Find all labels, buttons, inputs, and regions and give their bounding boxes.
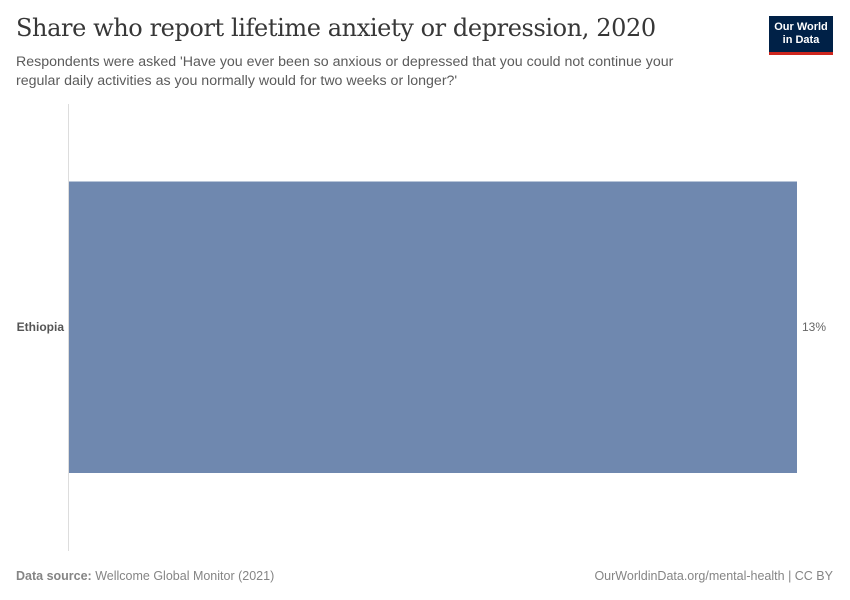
source-url[interactable]: OurWorldinData.org/mental-health | CC BY (594, 569, 833, 583)
bar-highlight-edge (69, 181, 797, 182)
data-source: Data source: Wellcome Global Monitor (20… (16, 569, 274, 583)
chart-subtitle: Respondents were asked 'Have you ever be… (16, 54, 674, 89)
category-label: Ethiopia (16, 320, 64, 334)
data-source-text[interactable]: Wellcome Global Monitor (2021) (95, 569, 275, 583)
bar-ethiopia[interactable] (69, 182, 797, 473)
y-axis-line (68, 104, 69, 551)
value-label: 13% (802, 320, 827, 334)
logo-line-2: in Data (782, 34, 820, 46)
data-source-label: Data source: (16, 569, 92, 583)
owid-logo[interactable]: Our World in Data (769, 16, 833, 55)
chart-title: Share who report lifetime anxiety or dep… (16, 14, 656, 42)
logo-line-1: Our World (774, 21, 828, 33)
